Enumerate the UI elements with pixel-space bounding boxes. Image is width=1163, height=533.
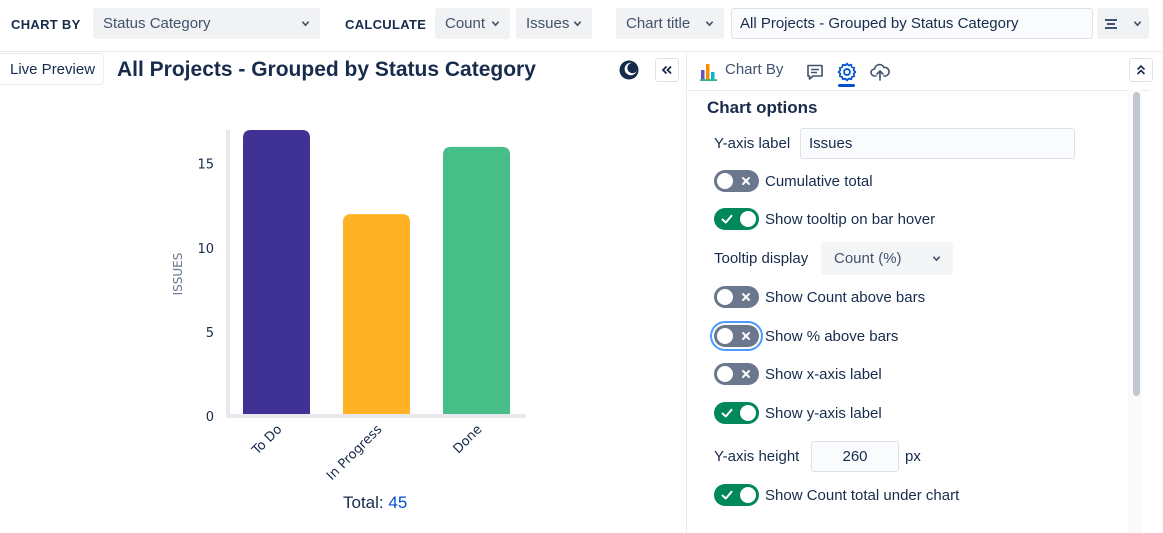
chevron-down-icon [491,21,500,27]
y-axis-title: ISSUES [171,253,185,296]
title-mode-value: Chart title [626,15,691,32]
bar-chart-icon [700,64,717,81]
scrollbar-thumb[interactable] [1133,92,1140,396]
preview-chart-title: All Projects - Grouped by Status Categor… [117,58,536,81]
bar-in-progress[interactable] [343,214,410,416]
panel-header-divider [687,90,1150,91]
cross-icon [742,332,750,340]
chevron-down-icon [932,256,941,262]
y-axis-label-label: Y-axis label [714,135,791,152]
toolbar-divider [0,51,1163,52]
cross-icon [742,293,750,301]
check-icon [721,408,733,418]
align-icon [1105,18,1117,29]
pane-divider [686,53,687,533]
title-mode-select[interactable]: Chart title [616,8,724,39]
active-tab-indicator [838,84,855,87]
bar-done[interactable] [443,146,510,416]
cumulative-total-toggle[interactable] [714,170,759,192]
chevron-down-icon [301,21,310,27]
tooltip-display-value: Count (%) [834,250,902,267]
show-x-axis-label-toggle[interactable] [714,363,759,385]
double-chevron-left-icon [661,65,672,75]
chart-options-title: Chart options [707,98,818,117]
chevron-down-icon [573,21,582,27]
tab-settings[interactable] [836,61,858,83]
show-count-above-label: Show Count above bars [765,289,926,306]
show-pct-above-toggle[interactable] [714,325,759,347]
show-y-axis-label-label: Show y-axis label [765,405,882,422]
bar-to-do[interactable] [243,130,310,416]
show-count-total-toggle[interactable] [714,484,759,506]
calculate-select[interactable]: Count [435,8,510,39]
toggle-knob [717,289,733,305]
align-menu-button[interactable] [1097,8,1149,39]
calculate-value: Count [445,15,486,32]
y-tick-label: 10 [197,242,214,257]
tooltip-display-label: Tooltip display [714,250,809,267]
comment-icon [807,64,823,80]
show-count-above-toggle[interactable] [714,286,759,308]
live-preview-tab[interactable]: Live Preview [0,53,104,85]
total-value: 45 [388,493,408,512]
y-tick-label: 5 [206,326,214,341]
chevron-down-icon [1133,21,1142,27]
tooltip-display-select[interactable]: Count (%) [821,242,953,275]
x-tick-label: In Progress [324,422,385,483]
y-tick-label: 0 [206,410,214,425]
cloud-upload-icon [870,63,890,81]
show-tooltip-label: Show tooltip on bar hover [765,211,936,228]
toggle-knob [740,211,756,227]
toggle-knob [717,366,733,382]
x-tick-label: To Do [249,422,286,459]
show-y-axis-label-toggle[interactable] [714,402,759,424]
y-axis-label-input[interactable]: Issues [800,128,1075,159]
chart-title-input[interactable]: All Projects - Grouped by Status Categor… [731,8,1093,39]
cross-icon [742,370,750,378]
chart-by-label: CHART BY [11,17,81,32]
toggle-knob [740,487,756,503]
double-chevron-up-icon [1136,64,1146,75]
calculate-field-select[interactable]: Issues [516,8,592,39]
tab-text[interactable] [804,61,826,83]
theme-toggle-button[interactable] [617,58,641,82]
toggle-knob [717,328,733,344]
show-x-axis-label-label: Show x-axis label [765,366,882,383]
x-tick-label: Done [451,422,486,457]
chart-total: Total: 45 [343,493,407,513]
chart-by-value: Status Category [103,15,211,32]
y-axis-height-label: Y-axis height [714,448,800,465]
y-axis-height-input[interactable]: 260 [811,441,899,472]
gear-icon [837,62,857,82]
show-count-total-label: Show Count total under chart [765,487,960,504]
tab-chart-by[interactable]: Chart By [725,61,784,78]
total-label: Total: [343,493,384,512]
cumulative-total-label: Cumulative total [765,173,873,190]
show-pct-above-label: Show % above bars [765,328,899,345]
toggle-knob [717,173,733,189]
chart-by-tab-icon[interactable] [698,60,720,82]
y-tick-label: 15 [197,158,214,173]
bar-chart: 0 5 10 15 To Do In Progress Done ISSUES [171,130,526,484]
check-icon [721,214,733,224]
show-tooltip-toggle[interactable] [714,208,759,230]
calculate-label: CALCULATE [345,17,427,32]
cross-icon [742,177,750,185]
y-axis-height-unit: px [905,448,921,465]
collapse-panel-button[interactable] [655,58,679,82]
calculate-field-value: Issues [526,15,570,32]
chevron-down-icon [705,21,714,27]
contrast-icon [619,60,639,80]
check-icon [721,490,733,500]
toggle-knob [740,405,756,421]
expand-panel-button[interactable] [1129,58,1153,82]
chart-by-select[interactable]: Status Category [93,8,320,39]
tab-export[interactable] [869,61,891,83]
